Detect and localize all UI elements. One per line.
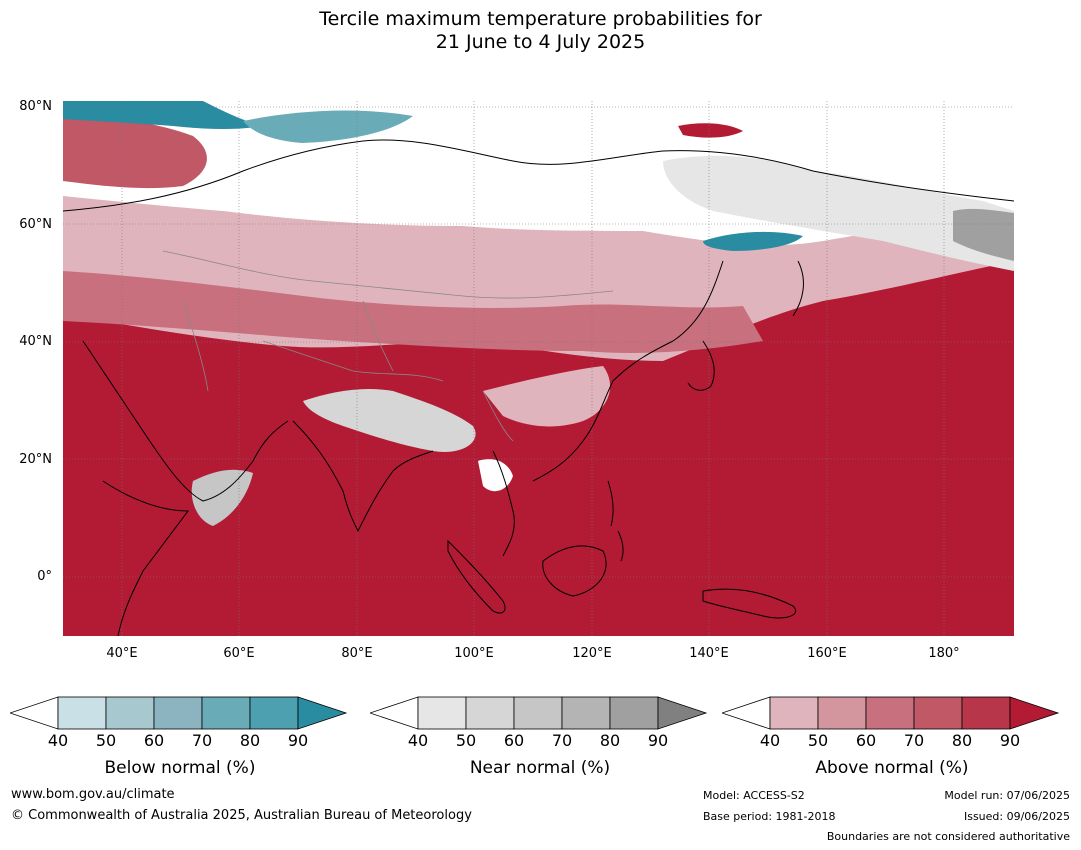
region-tibet-grey	[303, 389, 476, 452]
colorbar-tick-label: 60	[503, 731, 525, 750]
lat-label: 0°	[37, 569, 52, 584]
region-near-normal-east	[663, 155, 1014, 271]
colorbar-tick-label: 70	[191, 731, 213, 750]
colorbar-high-extend	[1009, 696, 1060, 730]
region-central-asia	[63, 271, 763, 353]
colorbar-swatches	[722, 696, 1060, 730]
colorbar-below-normal: 40 50 60 70 80 90 Below normal (%)	[10, 694, 350, 784]
colorbar-tick-label: 50	[95, 731, 117, 750]
lat-label: 20°N	[19, 452, 52, 467]
colorbar-high-extend	[297, 696, 348, 730]
lon-label: 140°E	[689, 646, 729, 661]
colorbar-high-extend	[657, 696, 708, 730]
region-grey-east	[953, 208, 1014, 261]
colorbar-swatch	[153, 696, 203, 730]
colorbar-tick-label: 40	[759, 731, 781, 750]
lat-label: 80°N	[19, 99, 52, 114]
colorbar-tick-label: 70	[551, 731, 573, 750]
colorbar-tick-label: 40	[407, 731, 429, 750]
colorbar-tick-label: 60	[855, 731, 877, 750]
colorbar-tick-label: 80	[951, 731, 973, 750]
lon-label: 120°E	[572, 646, 612, 661]
title-line-1: Tercile maximum temperature probabilitie…	[319, 8, 762, 30]
colorbar-label: Near normal (%)	[469, 758, 611, 778]
colorbar-label: Below normal (%)	[104, 758, 256, 778]
title-line-2: 21 June to 4 July 2025	[435, 31, 646, 53]
colorbar-tick-label: 90	[287, 731, 309, 750]
region-below-okhotsk	[703, 231, 803, 251]
colorbar-tick-label: 90	[647, 731, 669, 750]
graticule	[63, 101, 1014, 636]
colorbar-tick-label: 70	[903, 731, 925, 750]
footer-model-run: Model run: 07/06/2025	[944, 789, 1070, 802]
colorbar-swatch	[57, 696, 107, 730]
colorbar-low-extend	[10, 696, 59, 730]
colorbar-tick-label: 50	[455, 731, 477, 750]
lon-label: 160°E	[807, 646, 847, 661]
colorbar-low-extend	[722, 696, 771, 730]
colorbar-near-normal: 40 50 60 70 80 90 Near normal (%)	[370, 694, 710, 784]
region-below-kara	[243, 110, 413, 143]
region-europe-north	[63, 111, 207, 189]
colorbar-swatch	[609, 696, 659, 730]
colorbar-tick-label: 80	[239, 731, 261, 750]
colorbar-tick-label: 40	[47, 731, 69, 750]
footer-model: Model: ACCESS-S2	[703, 789, 805, 802]
colorbar-swatch	[561, 696, 611, 730]
lat-label: 60°N	[19, 217, 52, 232]
footer-disclaimer: Boundaries are not considered authoritat…	[826, 830, 1070, 843]
colorbar-swatch	[513, 696, 563, 730]
lon-label: 60°E	[223, 646, 255, 661]
region-above-siberia	[678, 123, 743, 138]
colorbar-label: Above normal (%)	[815, 758, 969, 778]
probability-map	[63, 101, 1014, 636]
colorbar-swatch	[417, 696, 467, 730]
region-east-china	[483, 366, 611, 427]
colorbar-swatches	[10, 696, 348, 730]
colorbar-swatch	[201, 696, 251, 730]
colorbar-swatch	[105, 696, 155, 730]
lon-label: 100°E	[454, 646, 494, 661]
map-title: Tercile maximum temperature probabilitie…	[0, 8, 1081, 54]
colorbar-swatch	[249, 696, 299, 730]
colorbar-swatches	[370, 696, 708, 730]
footer-issued: Issued: 09/06/2025	[963, 810, 1070, 823]
region-arabian-sea-grey	[191, 469, 253, 526]
coastlines	[63, 139, 1014, 636]
footer-copyright: © Commonwealth of Australia 2025, Austra…	[11, 808, 472, 823]
colorbar-above-normal: 40 50 60 70 80 90 Above normal (%)	[722, 694, 1062, 784]
footer-base-period: Base period: 1981-2018	[703, 810, 836, 823]
colorbar-tick-label: 90	[999, 731, 1021, 750]
colorbar-tick-label: 60	[143, 731, 165, 750]
country-borders	[162, 250, 614, 442]
colorbar-swatch	[769, 696, 819, 730]
colorbar-swatch	[865, 696, 915, 730]
lon-label: 40°E	[106, 646, 138, 661]
region-below-barents	[63, 101, 263, 130]
colorbar-tick-label: 50	[807, 731, 829, 750]
lat-label: 40°N	[19, 334, 52, 349]
colorbar-low-extend	[370, 696, 419, 730]
lon-label: 80°E	[341, 646, 373, 661]
colorbar-swatch	[817, 696, 867, 730]
colorbar-swatch	[961, 696, 1011, 730]
footer-url: www.bom.gov.au/climate	[11, 787, 175, 802]
map-canvas	[63, 101, 1014, 636]
lon-label: 180°	[928, 646, 960, 661]
colorbar-swatch	[465, 696, 515, 730]
region-indochina-white	[478, 459, 513, 492]
colorbar-tick-label: 80	[599, 731, 621, 750]
colorbar-swatch	[913, 696, 963, 730]
